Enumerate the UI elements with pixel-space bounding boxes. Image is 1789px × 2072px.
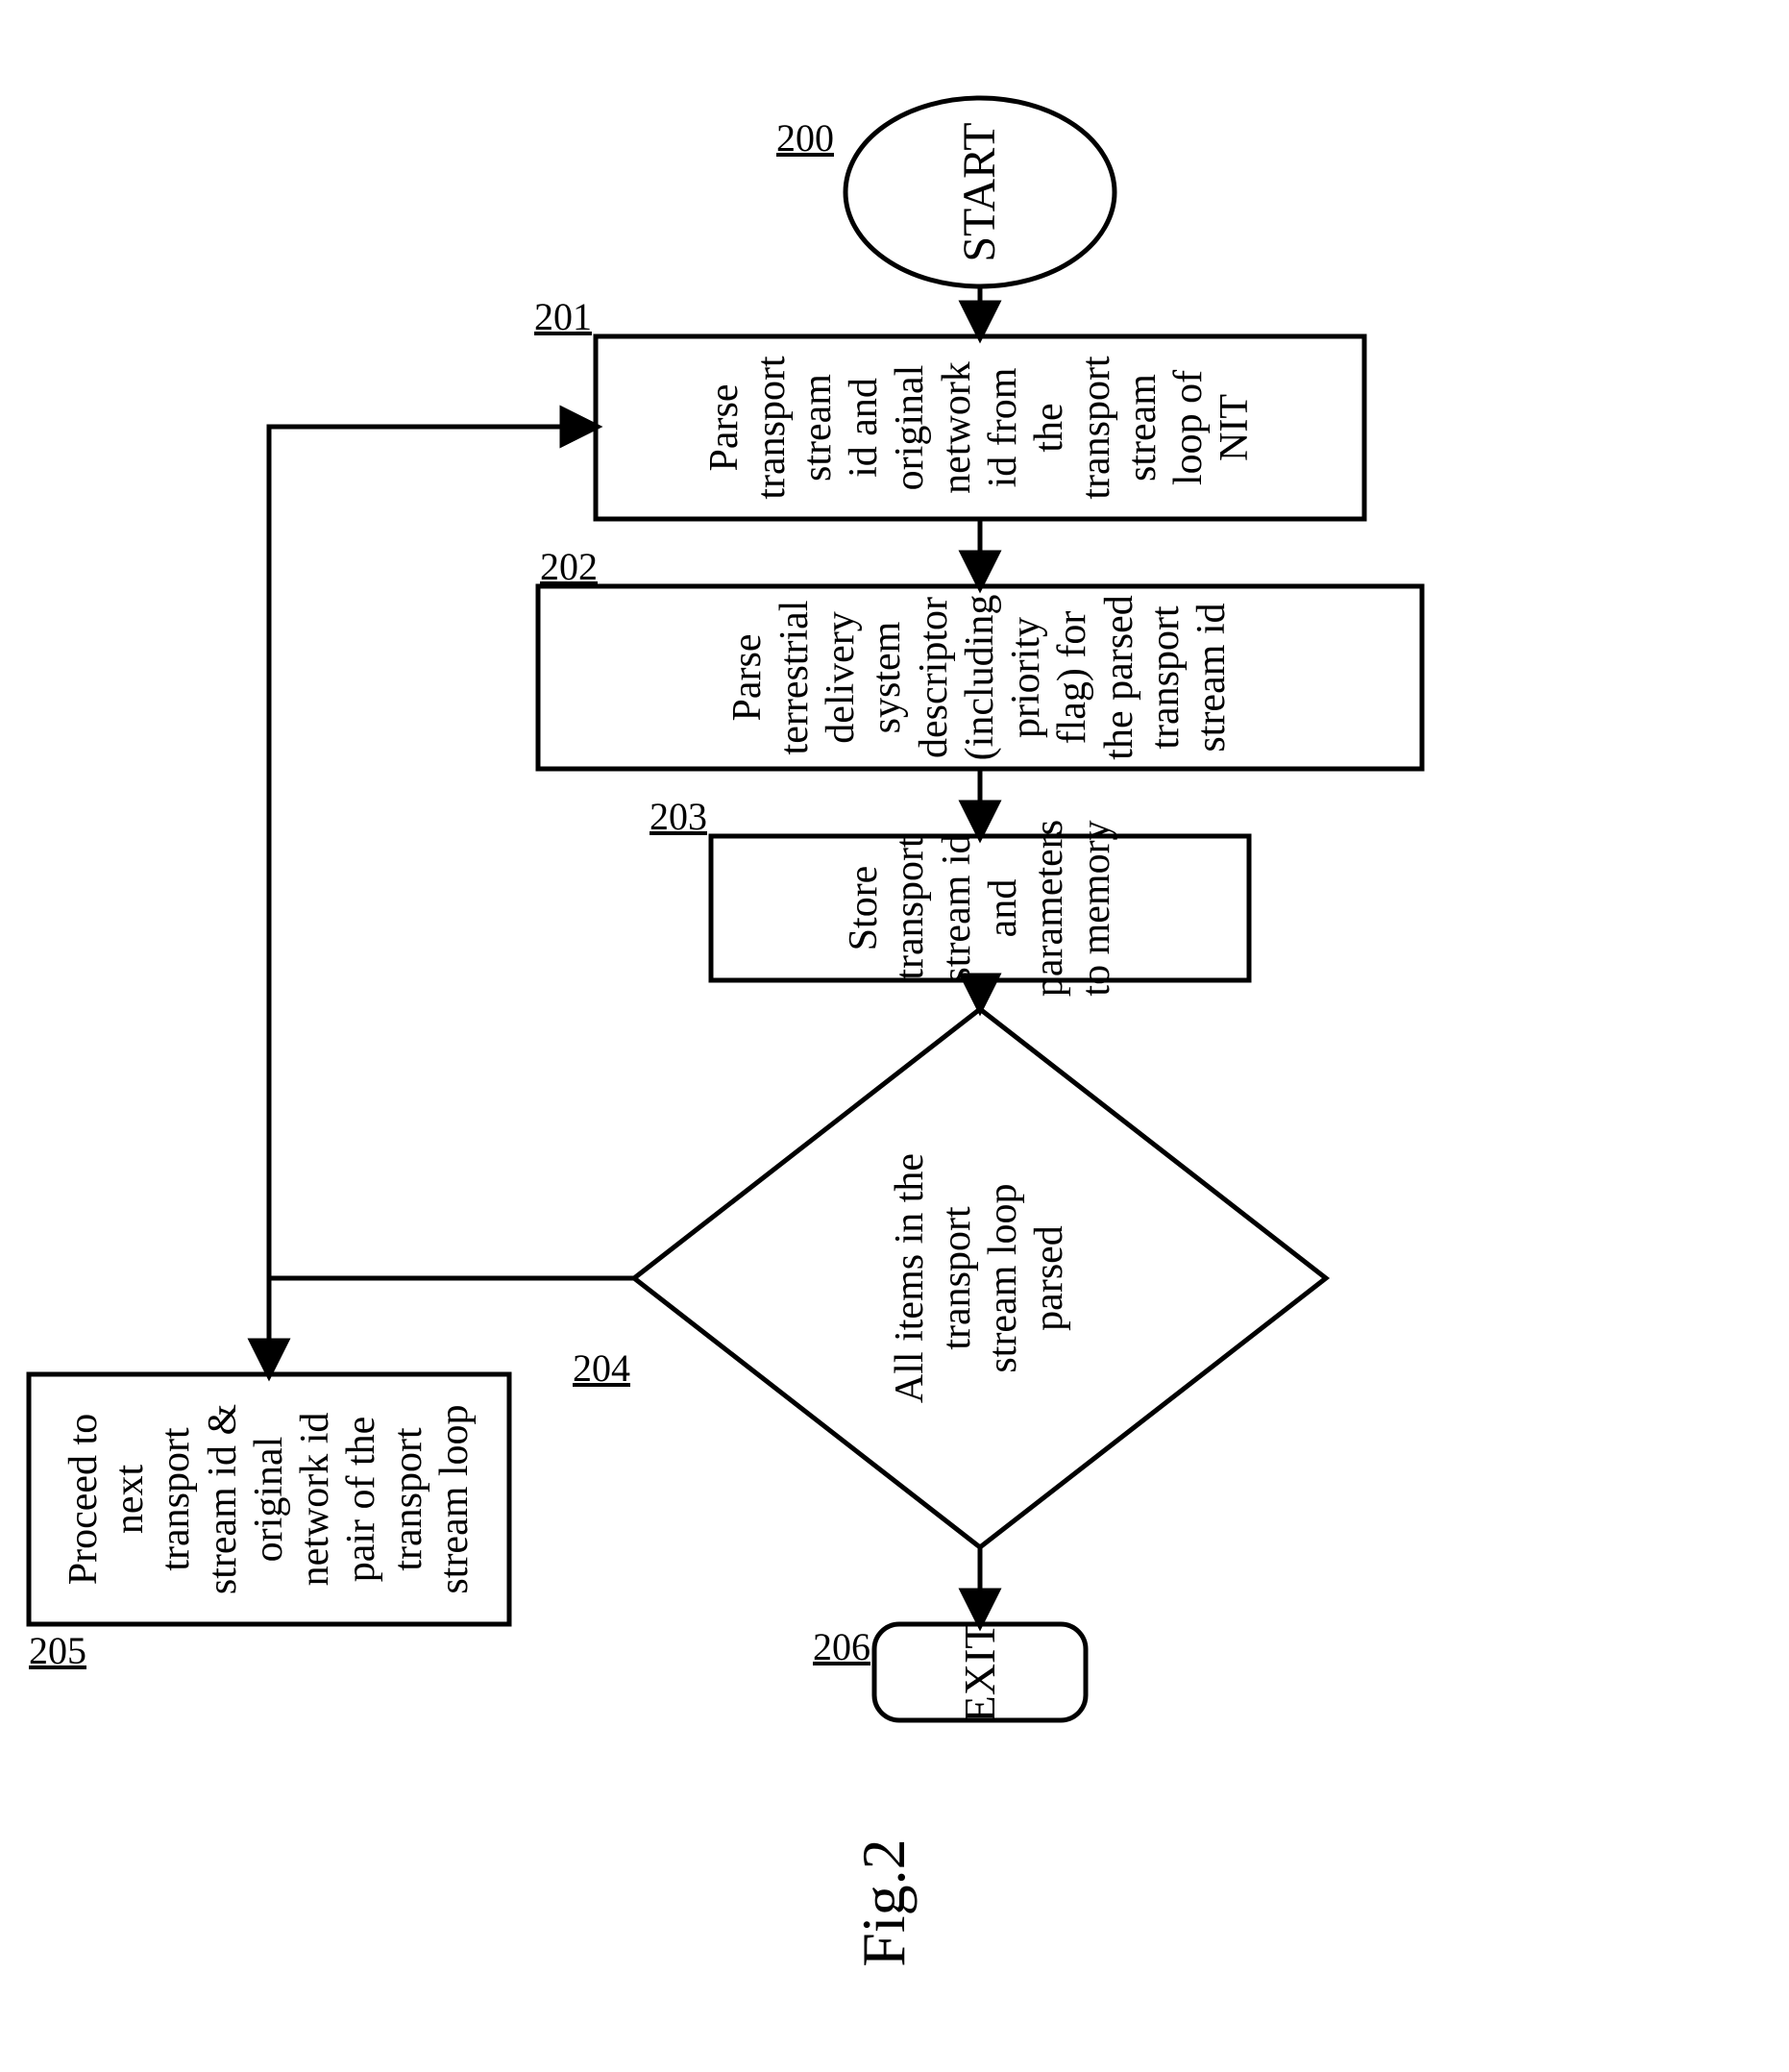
exit-label: EXIT	[882, 1629, 1078, 1715]
flowchart-svg	[0, 0, 1789, 2072]
n201-label: Parse transport stream id and original n…	[605, 342, 1355, 513]
n205-label: Proceed to next transport stream id & or…	[38, 1380, 500, 1618]
step-number: 201	[534, 294, 592, 339]
step-number: 204	[573, 1345, 630, 1391]
step-number: 200	[776, 115, 834, 160]
flowchart-stage: START Parse transport stream id and origi…	[0, 0, 1789, 2072]
n204-label: All items in the transport stream loop p…	[807, 1137, 1153, 1419]
n202-label: Parse terrestrial delivery system descri…	[548, 592, 1412, 763]
step-number: 206	[813, 1624, 870, 1669]
step-number: 202	[540, 544, 598, 589]
step-number: 205	[29, 1628, 86, 1673]
n203-label: Store transport stream id and parameters…	[721, 842, 1239, 974]
start-label: START	[855, 108, 1105, 277]
figure-caption: Fig.2	[759, 1860, 1009, 1946]
step-number: 203	[649, 794, 707, 839]
